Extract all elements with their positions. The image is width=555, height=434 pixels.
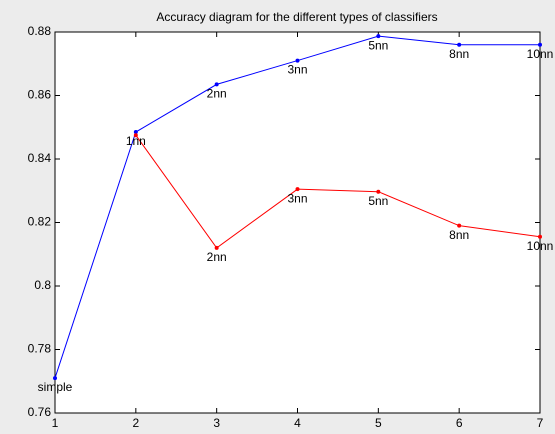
x-tick-label: 5 [375,416,382,430]
annotation: 2nn [207,87,227,101]
annotation: 10nn [527,239,554,253]
series-line [135,134,541,249]
point [133,130,138,135]
point [457,42,462,47]
point [295,187,300,192]
point [376,34,381,39]
y-tick-label: 0.82 [28,215,52,229]
point [457,223,462,228]
annotation: 5nn [368,194,388,208]
annotation: 5nn [368,38,388,52]
point [53,376,57,381]
plot-area [54,31,541,414]
y-tick-label: 0.88 [28,24,52,38]
x-tick-label: 3 [213,416,220,430]
x-tick-label: 1 [52,416,59,430]
y-tick-label: 0.76 [28,405,52,419]
x-tick-label: 4 [294,416,301,430]
point [133,133,138,138]
y-tick-label: 0.78 [28,342,52,356]
annotation: simple [38,380,73,394]
point [214,245,219,250]
point [538,42,542,47]
point [376,189,381,194]
annotation: 8nn [449,47,469,61]
annotation: 3nn [287,191,307,205]
point [295,58,300,63]
annotation: 1nn [126,134,146,148]
y-tick-label: 0.86 [28,88,52,102]
annotation: 8nn [449,228,469,242]
annotation: 3nn [287,63,307,77]
y-tick-label: 0.8 [34,278,51,292]
x-tick-label: 2 [132,416,139,430]
annotation: 10nn [527,47,554,61]
x-tick-label: 6 [456,416,463,430]
y-tick-label: 0.84 [28,151,52,165]
annotation: 2nn [207,250,227,264]
point [538,234,542,239]
x-tick-label: 7 [537,416,544,430]
chart-title: Accuracy diagram for the different types… [156,10,437,24]
point [214,82,219,87]
